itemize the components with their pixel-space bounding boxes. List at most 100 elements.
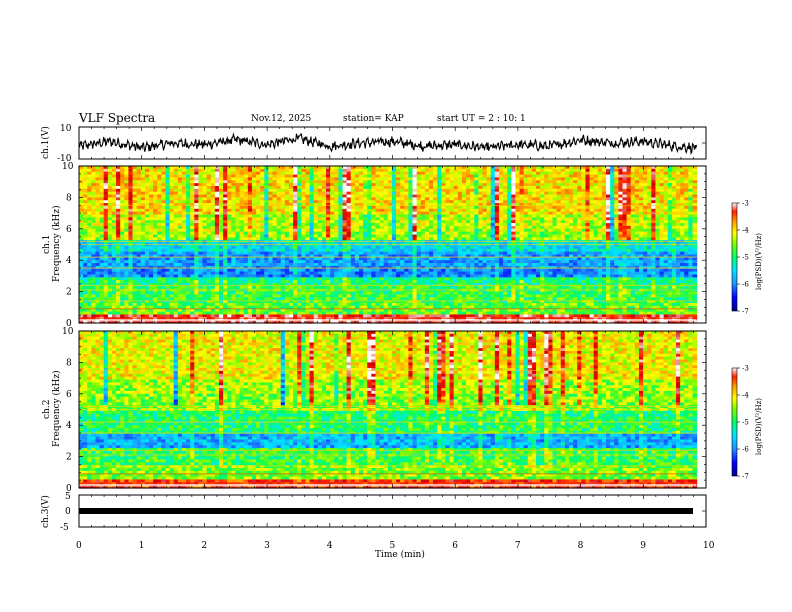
spectrogram-cell: [288, 174, 294, 179]
spectrogram-cell: [247, 177, 253, 181]
spectrogram-cell: [280, 171, 286, 176]
spectrogram-cell: [581, 168, 587, 173]
spectrogram-cell: [177, 168, 183, 173]
spectrogram-cell: [235, 168, 241, 173]
spectrogram-cell: [400, 174, 405, 179]
spectrogram-cell: [280, 177, 286, 181]
spectrogram-cell: [540, 166, 545, 170]
spectrogram-cell: [610, 166, 615, 170]
spectrogram-cell: [202, 174, 208, 179]
spectrogram-cell: [301, 177, 307, 181]
spectrogram-cell: [437, 166, 442, 170]
spectrogram-cell: [581, 177, 587, 181]
spectrogram-cell: [202, 168, 208, 173]
spectrogram-cell: [305, 168, 311, 173]
spectrogram-cell: [531, 166, 537, 170]
spectrogram-cell: [363, 171, 368, 176]
spectrogram-cell: [107, 177, 113, 181]
spectrogram-cell: [284, 171, 290, 176]
spectrogram-cell: [358, 166, 364, 170]
spectrogram-cell: [498, 174, 504, 179]
spectrogram-cell: [103, 171, 109, 176]
spectrogram-cell: [321, 171, 327, 176]
spectrogram-cell: [153, 177, 158, 181]
spectrogram-cell: [334, 174, 339, 179]
spectrogram-cell: [630, 168, 636, 173]
spectrogram-cell: [556, 166, 562, 170]
spectrogram-cell: [614, 177, 619, 181]
spectrogram-cell: [186, 166, 191, 170]
spectrogram-cell: [404, 177, 409, 181]
spectrogram-cell: [326, 166, 331, 170]
spectrogram-cell: [173, 177, 179, 181]
spectrogram-cell: [606, 166, 611, 170]
spectrogram-cell: [186, 171, 191, 176]
spectrogram-cell: [288, 171, 294, 176]
spectrogram-cell: [272, 171, 278, 176]
spectrogram-cell: [297, 168, 302, 173]
spectrogram-cell: [494, 177, 500, 181]
spectrogram-cell: [79, 168, 84, 173]
spectrogram-cell: [383, 166, 389, 170]
spectrogram-cell: [144, 177, 150, 181]
spectrogram-cell: [346, 166, 352, 170]
spectrogram-cell: [375, 166, 381, 170]
spectrogram-cell: [91, 180, 97, 184]
spectrogram-cell: [412, 177, 418, 181]
spectrogram-cell: [470, 177, 475, 181]
spectrogram-cell: [165, 171, 171, 176]
spectrogram-cell: [342, 171, 348, 176]
spectrogram-cell: [412, 174, 418, 179]
spectrogram-cell: [634, 166, 640, 170]
spectrogram-cell: [157, 174, 162, 179]
spectrogram-cell: [111, 166, 117, 170]
spectrogram-cell: [169, 177, 175, 181]
spectrogram-cell: [317, 168, 323, 173]
spectrogram-cell: [663, 168, 669, 173]
spectrogram-cell: [111, 168, 117, 173]
spectrogram-cell: [132, 174, 138, 179]
spectrogram-cell: [651, 174, 657, 179]
spectrogram-cell: [523, 174, 529, 179]
spectrogram-cell: [680, 177, 685, 181]
spectrogram-cell: [684, 174, 689, 179]
chart-title: VLF Spectra: [79, 111, 156, 125]
spectrogram-cell: [169, 171, 175, 176]
spectrogram-cell: [466, 166, 471, 170]
spectrogram-cell: [284, 166, 290, 170]
spectrogram-cell: [474, 168, 479, 173]
spectrogram-cell: [457, 177, 463, 181]
spectrogram-cell: [165, 177, 171, 181]
spectrogram-cell: [416, 174, 422, 179]
ch1-waveform-panel: 10 -10 ch.1(V): [40, 124, 707, 164]
spectrogram-cell: [383, 174, 389, 179]
spectrogram-cell: [206, 177, 212, 181]
spectrogram-cell: [330, 177, 335, 181]
spectrogram-cell: [124, 171, 130, 176]
spectrogram-cell: [585, 171, 591, 176]
spectrogram-cell: [326, 168, 331, 173]
spectrogram-cell: [350, 168, 356, 173]
spectrogram-cell: [437, 171, 442, 176]
spectrogram-cell: [91, 174, 97, 179]
spectrogram-cell: [667, 166, 673, 170]
spectrogram-cell: [428, 168, 434, 173]
spectrogram-cell: [375, 168, 381, 173]
spectrogram-cell: [519, 177, 525, 181]
spectrogram-cell: [408, 168, 414, 173]
spectrogram-cell: [614, 166, 619, 170]
spectrogram-cell: [116, 180, 121, 184]
spectrogram-cell: [585, 168, 591, 173]
spectrogram-cell: [638, 174, 644, 179]
spectrogram-cell: [601, 168, 607, 173]
spectrogram-cell: [334, 177, 339, 181]
spectrogram-cell: [99, 177, 105, 181]
spectrogram-cell: [181, 171, 187, 176]
spectrogram-cell: [638, 166, 644, 170]
spectrogram-cell: [391, 166, 397, 170]
spectrogram-cell: [371, 168, 377, 173]
spectrogram-cell: [198, 168, 204, 173]
spectrogram-cell: [626, 174, 632, 179]
spectrogram-cell: [453, 168, 459, 173]
spectrogram-cell: [206, 174, 212, 179]
